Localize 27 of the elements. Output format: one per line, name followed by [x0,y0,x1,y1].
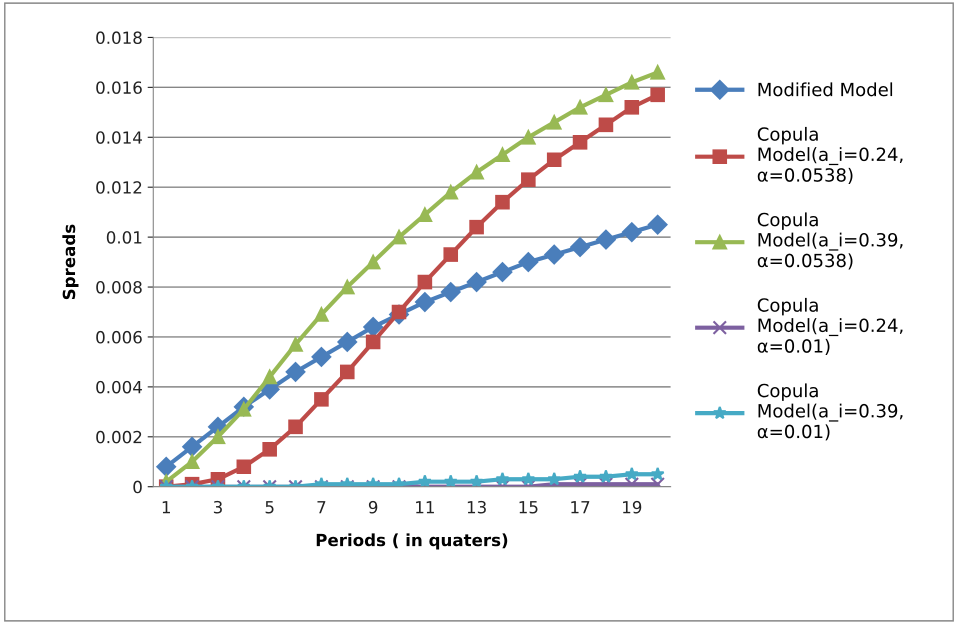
x-tick-label: 9 [368,500,378,514]
y-tick-label: 0.016 [96,81,142,94]
y-tick-label: 0.014 [96,131,142,144]
x-tick-label: 5 [266,501,274,514]
legend-label: Modified Model [758,82,892,96]
y-tick-label: 0.002 [96,430,142,444]
x-axis-title: Periods ( in quaters) [316,533,508,550]
x-tick-label: 19 [623,500,642,514]
legend-label: Copula Model(a_i=0.24, α=0.01) [758,298,902,355]
y-tick-label: 0.012 [96,181,142,194]
y-tick-label: 0.01 [106,231,142,244]
x-tick-label: 17 [571,501,590,514]
x-tick-label: 3 [214,500,222,514]
y-tick-label: 0.004 [96,380,142,394]
x-tick-label: 13 [468,500,486,514]
y-tick-label: 0.018 [96,31,142,44]
x-tick-label: 11 [416,501,434,514]
legend-label: Copula Model(a_i=0.39, α=0.0538) [758,212,902,270]
x-tick-label: 15 [520,501,538,514]
legend-label: Copula Model(a_i=0.24, α=0.0538) [758,126,902,184]
y-axis-title: Spreads [62,224,78,300]
y-tick-label: 0 [133,480,142,494]
legend-label: Copula Model(a_i=0.39, α=0.01) [758,383,902,440]
x-tick-label: 7 [317,501,326,514]
x-tick-label: 1 [162,501,170,514]
y-tick-label: 0.008 [96,281,142,294]
y-tick-label: 0.006 [96,330,142,344]
